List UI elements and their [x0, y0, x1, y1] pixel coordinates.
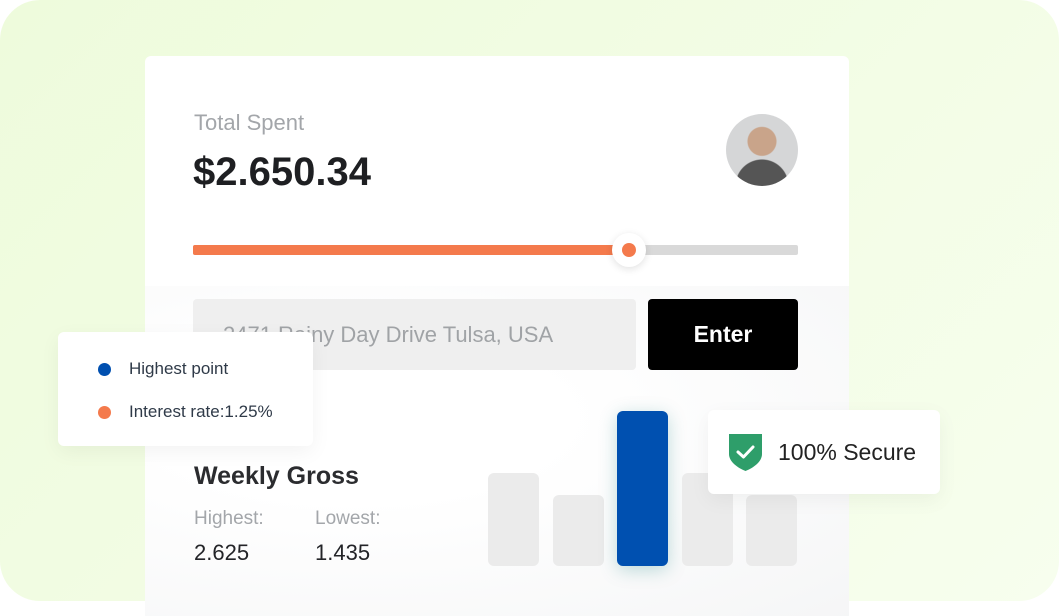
blue-dot-icon — [98, 362, 111, 376]
lowest-value: 1.435 — [315, 540, 371, 565]
weekly-bar — [617, 411, 668, 566]
legend-label: Interest rate:1.25% — [129, 402, 273, 421]
spending-slider[interactable] — [193, 233, 798, 267]
slider-fill — [193, 245, 629, 255]
legend-item-highest: Highest point — [98, 359, 228, 379]
lowest-label: Lowest: — [315, 508, 381, 529]
highest-value: 2.625 — [194, 540, 250, 565]
slider-thumb[interactable] — [611, 233, 646, 267]
legend-item-interest: Interest rate:1.25% — [98, 402, 273, 422]
weekly-bar — [488, 473, 539, 566]
orange-dot-icon — [98, 405, 111, 419]
shield-check-icon — [729, 433, 762, 471]
highest-label: Highest: — [194, 508, 264, 529]
weekly-bar — [552, 494, 604, 566]
legend-card: Highest point Interest rate:1.25% — [58, 332, 313, 446]
enter-button[interactable]: Enter — [648, 299, 798, 370]
secure-badge: 100% Secure — [708, 410, 940, 494]
legend-label: Highest point — [129, 359, 229, 378]
total-spent-label: Total Spent — [194, 110, 305, 135]
weekly-bar — [746, 494, 797, 566]
weekly-gross-title: Weekly Gross — [194, 462, 359, 490]
avatar[interactable] — [726, 114, 798, 186]
total-spent-amount: $2.650.34 — [193, 150, 371, 194]
secure-label: 100% Secure — [778, 438, 917, 465]
